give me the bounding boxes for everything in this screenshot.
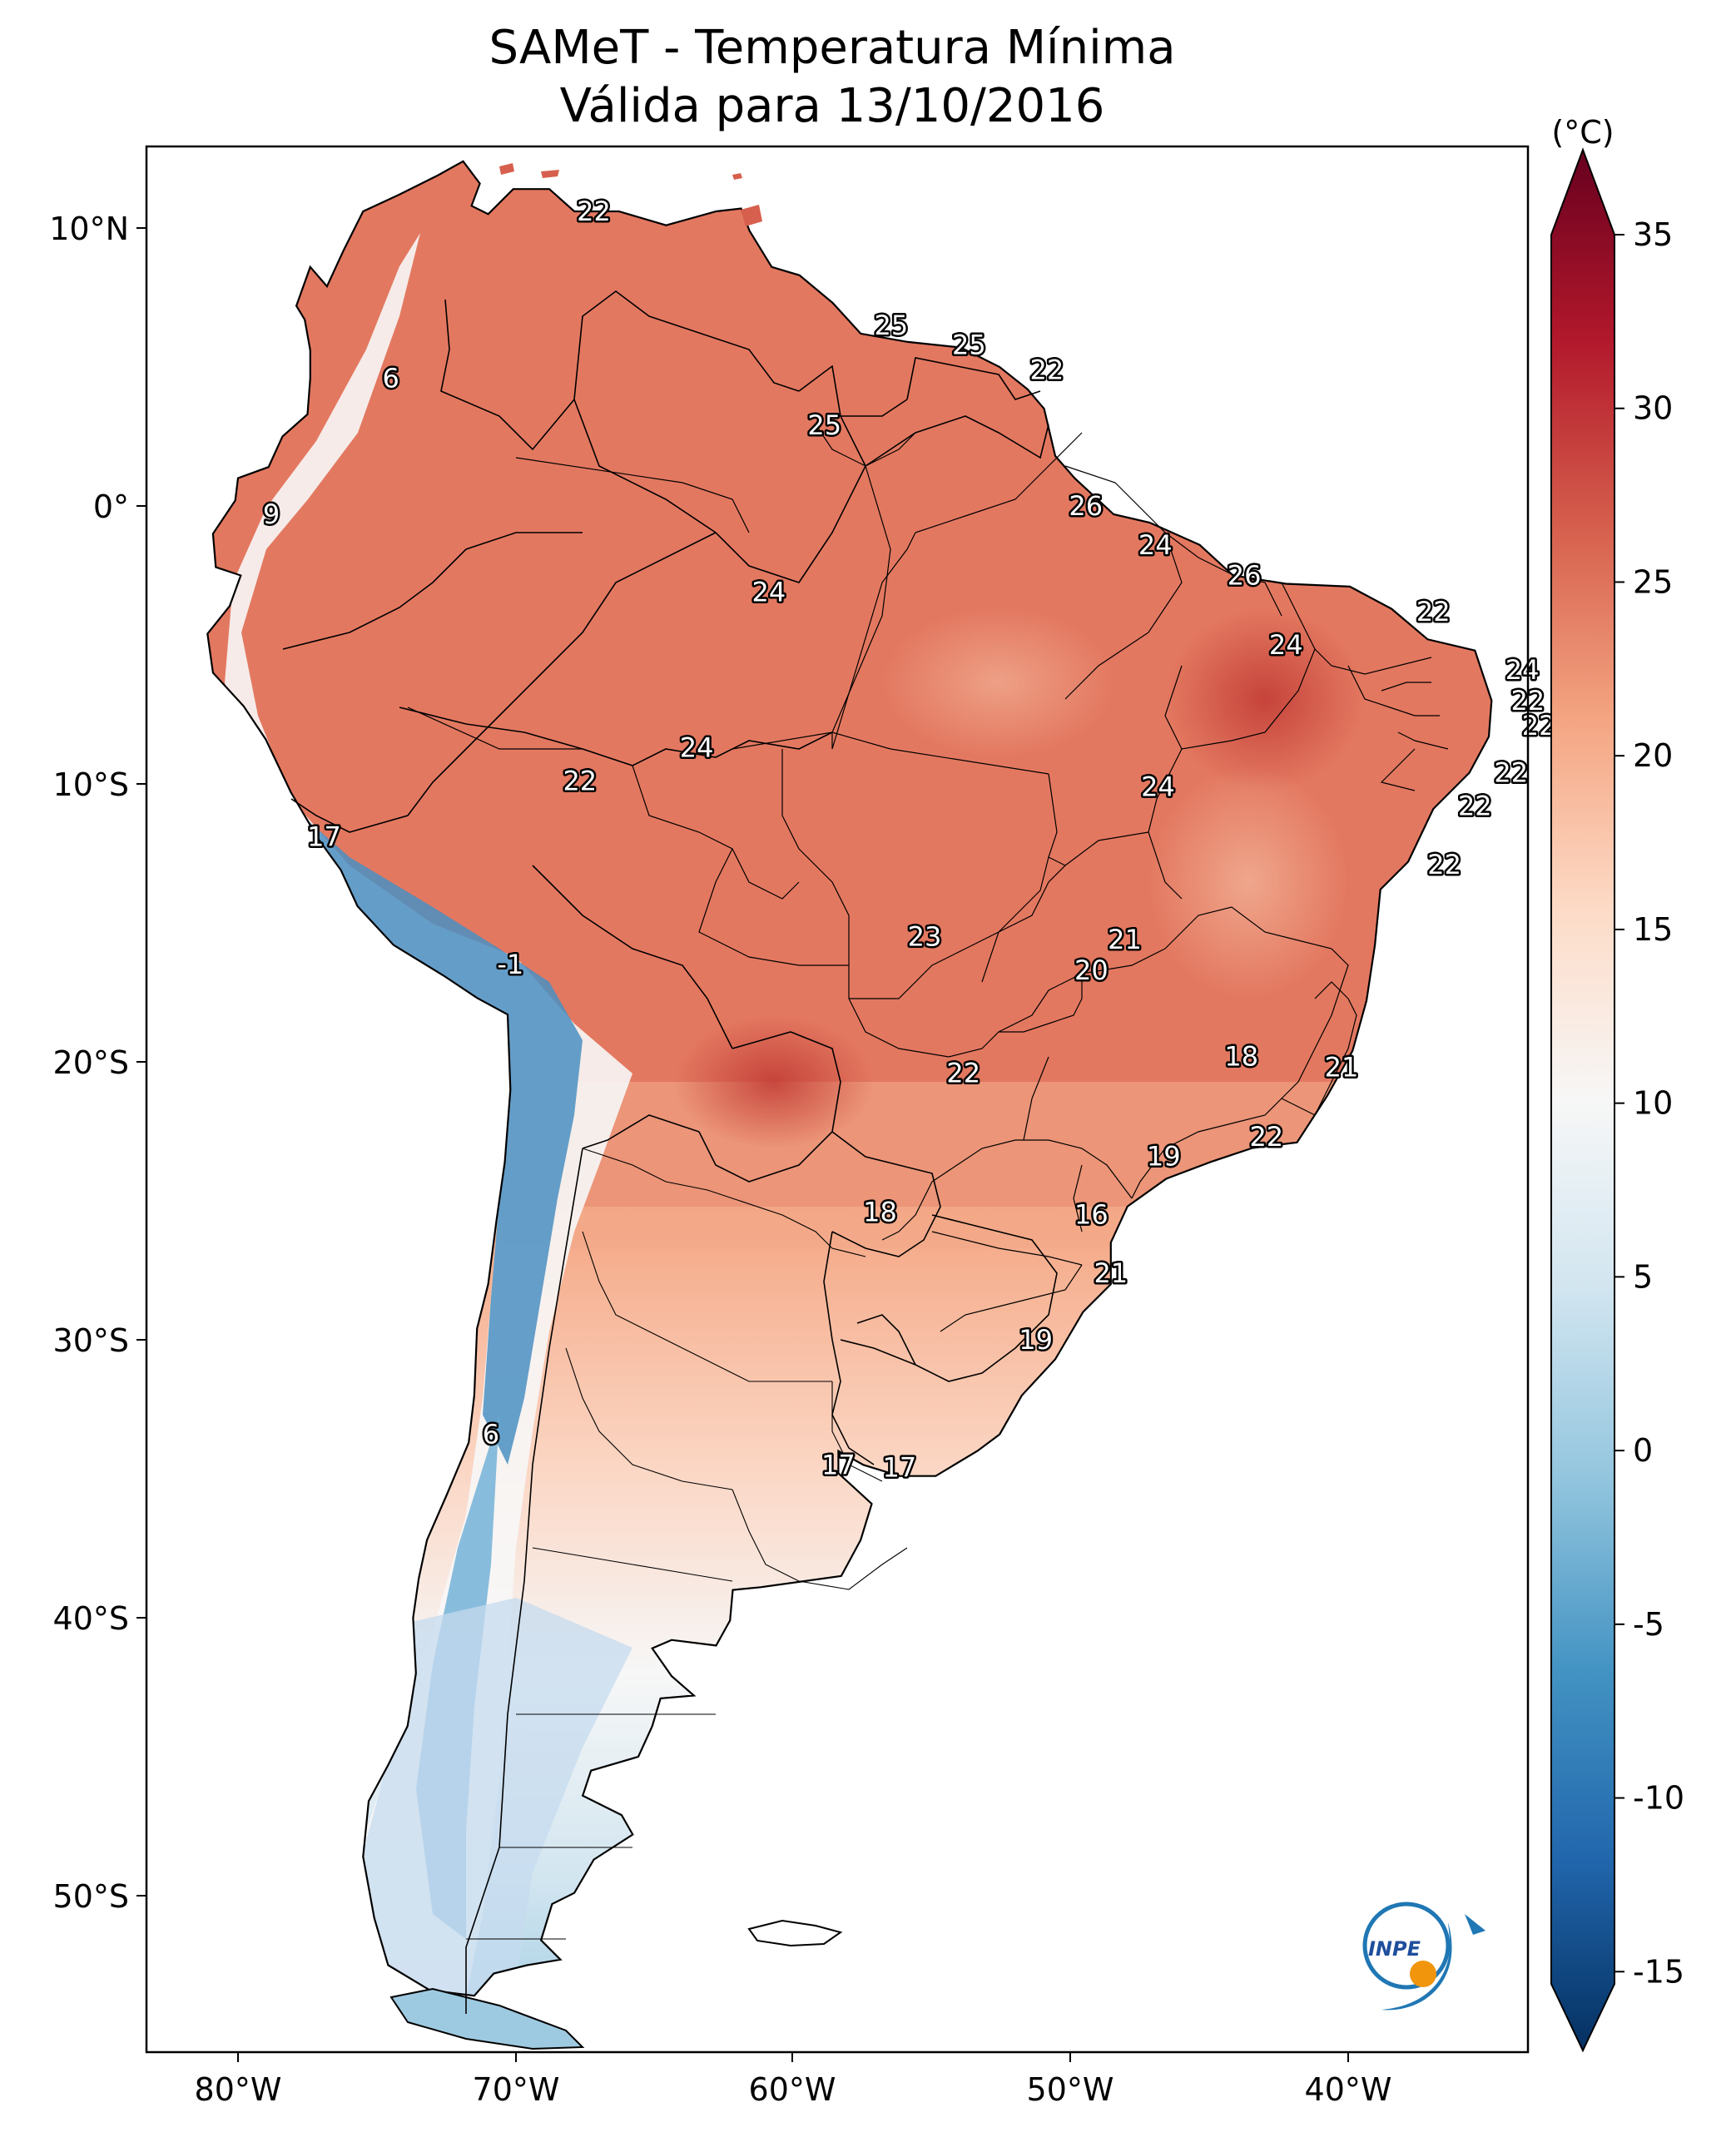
logo-ring: [1362, 1902, 1451, 1990]
lon-tick-80w: 80°W: [195, 2071, 282, 2108]
lat-tick-10n: 10°N: [49, 211, 129, 247]
logo-text: INPE: [1368, 1937, 1421, 1961]
map-title-line2: Válida para 13/10/2016: [560, 79, 1105, 133]
temperature-label: -1: [497, 949, 523, 980]
lon-tick-50w: 50°W: [1027, 2071, 1114, 2108]
northeast-warm-core: [1165, 607, 1365, 791]
temperature-label: 22: [1030, 354, 1064, 385]
argentina-provinces: [466, 1148, 908, 1940]
lon-tick-40w: 40°W: [1305, 2071, 1392, 2108]
temperature-label: 18: [863, 1196, 897, 1227]
logo-swoosh: [1381, 1922, 1452, 2011]
tierra-del-fuego: [389, 1987, 585, 2050]
temperature-label: 22: [1494, 757, 1528, 789]
state-borders: [407, 424, 1449, 1332]
map-frame: [145, 145, 1530, 2054]
colorbar-tick-label: 25: [1633, 563, 1673, 600]
logo-arrow-icon: [1465, 1914, 1486, 1935]
temperature-label: 22: [1249, 1121, 1283, 1153]
colorbar-tick-label: 15: [1633, 911, 1673, 948]
lon-tick-70w: 70°W: [473, 2071, 560, 2108]
lat-tick-30s: 30°S: [53, 1322, 129, 1359]
colorbar-unit: (°C): [1551, 114, 1614, 151]
lat-tick-20s: 20°S: [53, 1044, 129, 1081]
temperature-label: 26: [1069, 490, 1103, 522]
temperature-label: 9: [263, 498, 280, 530]
temperature-label: 24: [1141, 771, 1175, 802]
temperature-label: 23: [908, 921, 942, 953]
temperature-label: 20: [1074, 955, 1109, 986]
colorbar-tick-label: 35: [1633, 216, 1673, 253]
colorbar-tick-label: 20: [1633, 737, 1673, 774]
colorbar-tick-label: 10: [1633, 1085, 1673, 1122]
lon-tick-60w: 60°W: [749, 2071, 836, 2108]
temperature-label: 19: [1147, 1141, 1181, 1173]
colorbar-body: [1550, 147, 1615, 2053]
latitude-axis: 10°N 0° 10°S 20°S 30°S 40°S 50°S: [49, 211, 146, 1915]
lat-tick-0: 0°: [93, 488, 129, 525]
temperature-label: 25: [952, 329, 986, 360]
temperature-label: 6: [383, 362, 399, 394]
lat-tick-50s: 50°S: [53, 1878, 129, 1915]
temperature-label: 25: [807, 409, 841, 441]
temperature-label: 26: [1228, 560, 1262, 592]
map-title-line1: SAMeT - Temperatura Mínima: [489, 21, 1175, 75]
temperature-label: 21: [1094, 1257, 1128, 1289]
temperature-label: 19: [1019, 1324, 1053, 1356]
temperature-label: 22: [577, 196, 611, 227]
temperature-label: 22: [1458, 791, 1492, 822]
temperature-label: 22: [563, 766, 597, 797]
colorbar-tick-label: 0: [1633, 1432, 1653, 1469]
temperature-label: 24: [1138, 529, 1173, 561]
colorbar-tick-label: 30: [1633, 390, 1673, 427]
colorbar-tick-label: -5: [1633, 1606, 1664, 1643]
temperature-label: 22: [1427, 849, 1461, 880]
temperature-label: 21: [1108, 924, 1142, 955]
temperature-label: 21: [1325, 1052, 1359, 1083]
caribbean-islands: [499, 163, 742, 180]
mato-grosso-mild: [882, 607, 1115, 757]
longitude-axis: 80°W 70°W 60°W 50°W 40°W: [195, 2052, 1392, 2108]
temperature-label: 6: [483, 1419, 499, 1450]
temperature-label: 24: [1505, 654, 1540, 686]
altiplano-blue: [283, 799, 583, 1465]
colorbar: (°C) 35 30 25 20 15 10 5 0 -5 -10 -15: [1550, 114, 1684, 2053]
patagonia-light-blue: [358, 1598, 632, 1996]
colorbar-tick-label: 5: [1633, 1258, 1653, 1295]
temperature-label: 16: [1074, 1199, 1109, 1231]
temperature-label: 17: [883, 1452, 917, 1484]
temperature-label: 22: [946, 1057, 980, 1088]
temperature-label: 18: [1224, 1040, 1258, 1072]
temperature-label: 22: [1416, 596, 1451, 627]
trinidad: [741, 205, 762, 226]
logo-sun: [1410, 1961, 1436, 1987]
pantanal-warm-core: [674, 1015, 874, 1148]
colorbar-tick-label: -10: [1633, 1780, 1684, 1817]
temperature-label: 24: [1269, 629, 1303, 661]
temperature-label: 25: [875, 310, 909, 341]
temperature-label: 17: [821, 1449, 856, 1480]
minas-mild: [1148, 766, 1348, 999]
colorbar-tick-label: -15: [1633, 1953, 1684, 1990]
temperature-label: 24: [680, 732, 714, 764]
temperature-label: 24: [752, 577, 786, 608]
temperature-label: 17: [307, 821, 341, 853]
lat-tick-10s: 10°S: [53, 766, 129, 803]
inpe-logo: INPE: [1362, 1902, 1486, 2011]
lat-tick-40s: 40°S: [53, 1600, 129, 1637]
falkland-islands: [747, 1919, 843, 1947]
